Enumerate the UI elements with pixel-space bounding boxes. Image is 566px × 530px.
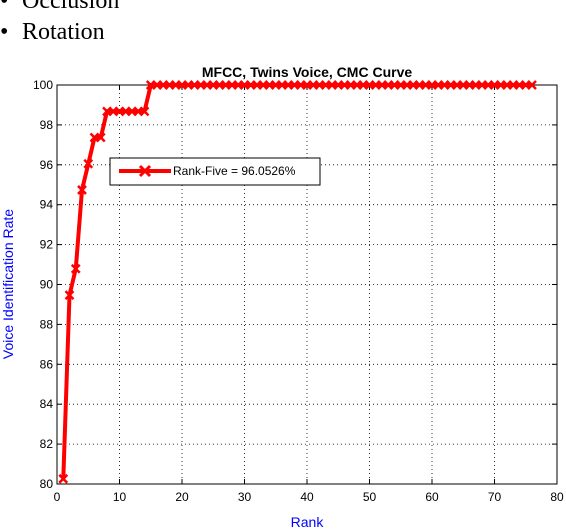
y-axis-label: Voice Identification Rate [0, 209, 16, 359]
x-tick-label: 20 [175, 490, 189, 504]
data-point [139, 106, 150, 117]
series-line [61, 83, 532, 479]
y-tick-label: 82 [40, 437, 54, 451]
y-tick-label: 96 [40, 158, 54, 172]
x-tick-label: 0 [54, 490, 61, 504]
y-tick-label: 80 [40, 477, 54, 491]
legend-label: Rank-Five = 96.0526% [173, 164, 296, 178]
x-tick-label: 40 [300, 490, 314, 504]
data-point [83, 158, 94, 169]
y-tick-label: 84 [40, 397, 54, 411]
data-point [70, 263, 81, 274]
bullet-item: • Rotation [0, 17, 119, 48]
axis-ticks: 0 10 20 30 40 50 60 70 80 80 82 84 86 88 90 92 94 96 98 100 [33, 78, 564, 504]
y-tick-label: 90 [40, 278, 54, 292]
bullet-list: • Occlusion • Rotation [0, 0, 119, 48]
data-point [64, 290, 75, 300]
legend-marker [138, 164, 152, 178]
y-tick-label: 94 [40, 198, 54, 212]
grid-lines [57, 85, 557, 484]
bullet-dot: • [0, 19, 9, 45]
bullet-text: Rotation [22, 19, 105, 45]
y-tick-label: 100 [33, 78, 53, 92]
x-tick-label: 60 [425, 490, 439, 504]
bullet-dot: • [0, 0, 9, 14]
legend: Rank-Five = 96.0526% [109, 157, 321, 186]
data-point [95, 132, 106, 143]
bullet-text: Occlusion [22, 0, 120, 14]
x-tick-label: 10 [113, 490, 127, 504]
y-tick-label: 88 [40, 317, 54, 331]
x-tick-label: 30 [238, 490, 252, 504]
y-tick-label: 92 [40, 238, 54, 252]
y-tick-label: 86 [40, 357, 54, 371]
x-tick-label: 70 [488, 490, 502, 504]
y-tick-label: 98 [40, 118, 54, 132]
data-point [527, 80, 537, 90]
series-group [58, 80, 537, 484]
chart-title: MFCC, Twins Voice, CMC Curve [202, 64, 412, 80]
data-point [77, 185, 87, 195]
data-point [58, 473, 69, 484]
x-axis-label: Rank [291, 514, 325, 530]
x-tick-label: 50 [363, 490, 377, 504]
bullet-item: • Occlusion [0, 0, 119, 17]
x-tick-label: 80 [550, 490, 564, 504]
